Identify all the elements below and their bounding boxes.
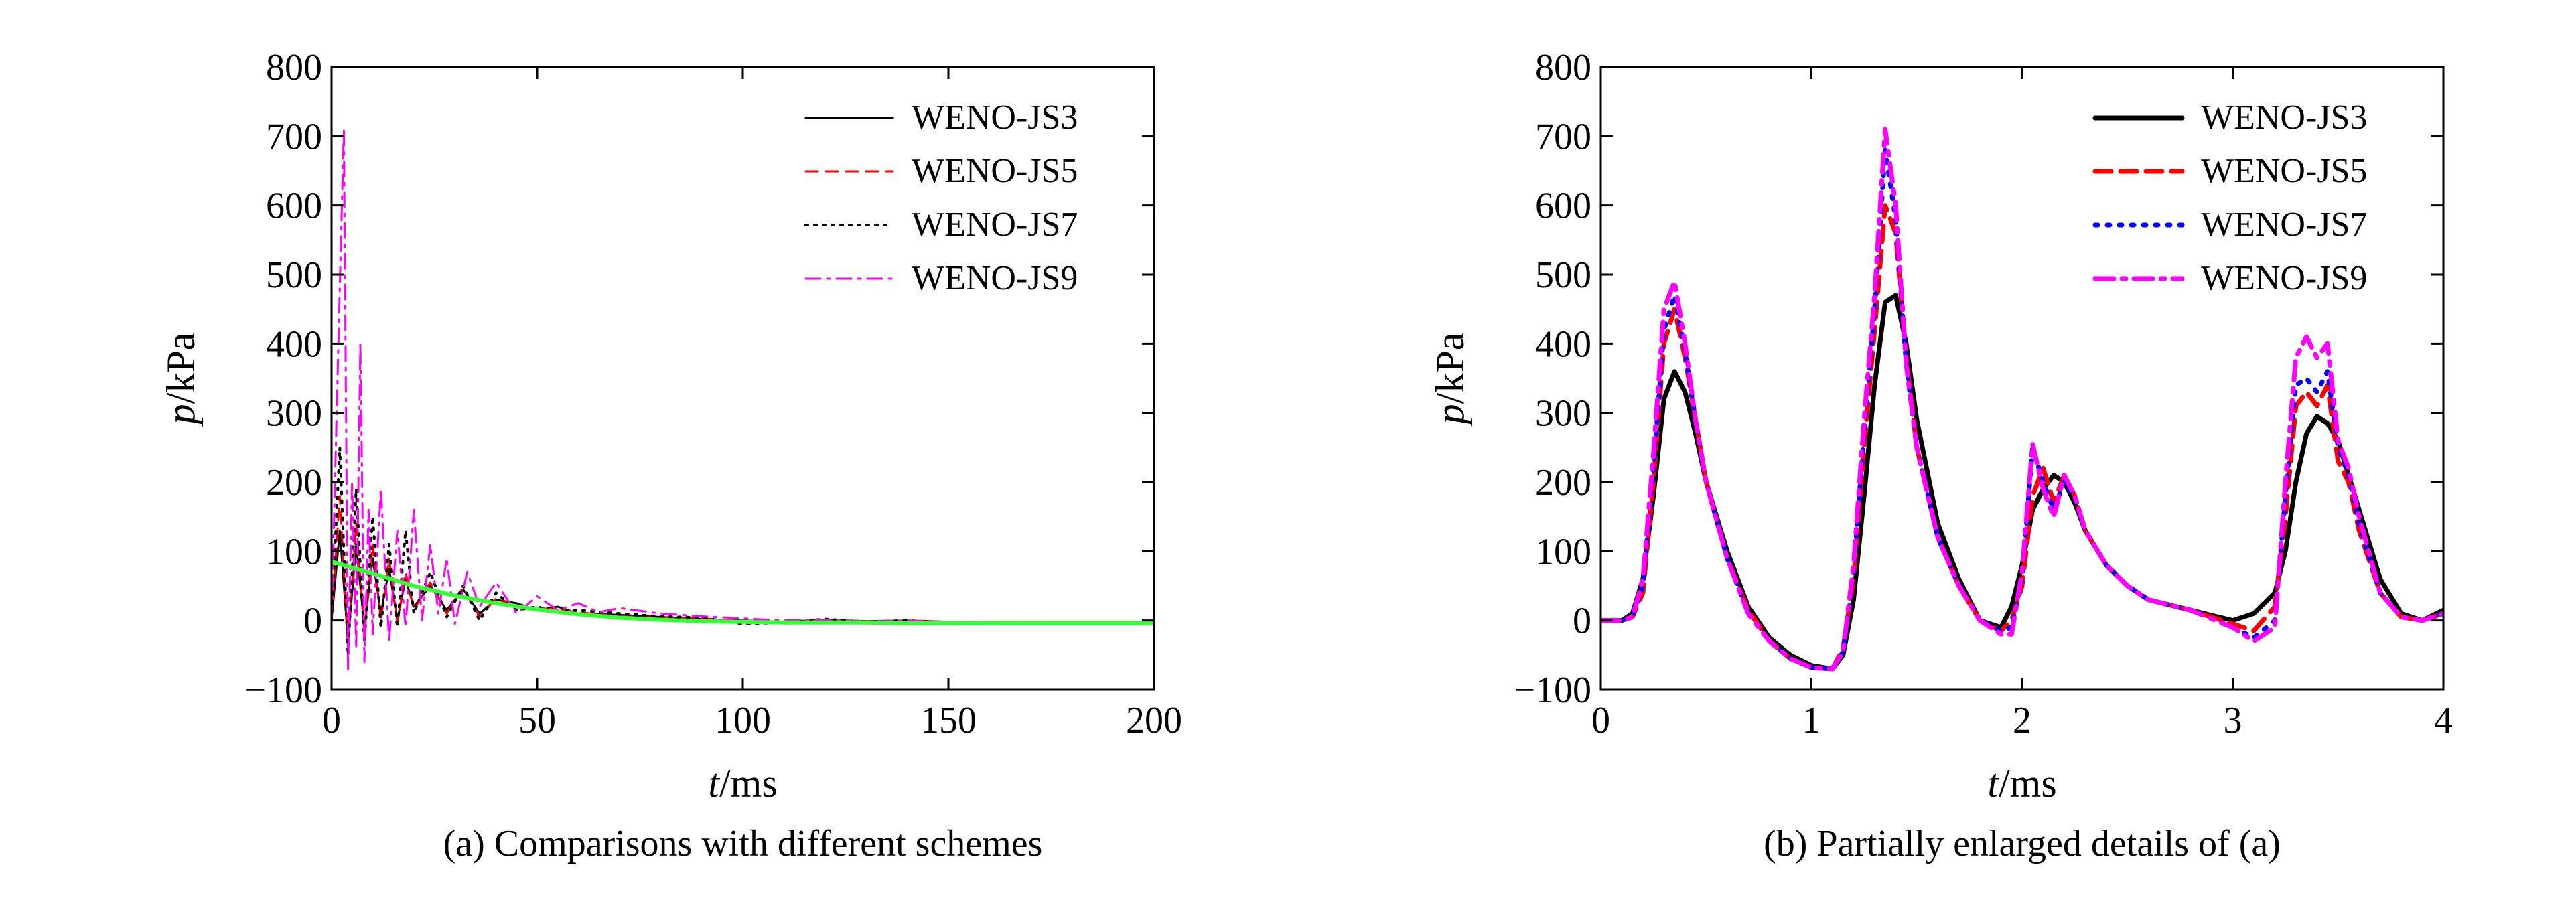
- y-tick-label: 200: [1535, 462, 1591, 504]
- x-tick-label: 200: [1126, 700, 1182, 741]
- x-tick-label: 1: [1802, 700, 1821, 741]
- legend-label: WENO-JS5: [2201, 152, 2367, 190]
- x-tick-label: 4: [2434, 700, 2453, 741]
- y-tick-label: 600: [266, 185, 322, 227]
- x-tick-label: 50: [518, 700, 556, 741]
- series-group: [1601, 127, 2443, 672]
- y-axis-title: p/kPa: [1428, 333, 1472, 427]
- chart-a: 0 50 100 150 200−100010020030040050060070080…: [159, 47, 1182, 864]
- x-tick-label: 150: [920, 700, 977, 741]
- y-tick-label: 400: [1535, 323, 1591, 365]
- y-tick-label: 200: [266, 462, 322, 504]
- series-line-weno-js7: [1601, 147, 2443, 672]
- x-tick-label: 3: [2224, 700, 2242, 741]
- x-tick-label: 2: [2013, 700, 2031, 741]
- chart-b: 0 1 2 3 4−1000100200300400500600700800t/msp/…: [1428, 47, 2453, 864]
- legend-label: WENO-JS7: [912, 206, 1078, 244]
- legend-label: WENO-JS3: [912, 98, 1078, 137]
- y-tick-label: 100: [266, 531, 322, 573]
- x-tick-label: 0: [1591, 700, 1610, 741]
- y-tick-label: 300: [266, 393, 322, 435]
- series-line-fit-curve: [332, 559, 1154, 625]
- series-line-weno-js9: [1601, 127, 2443, 672]
- legend-label: WENO-JS9: [912, 259, 1078, 297]
- legend-label: WENO-JS9: [2201, 259, 2367, 297]
- y-tick-label: 100: [1535, 531, 1591, 573]
- figure-caption: (b) Partially enlarged details of (a): [1764, 823, 2281, 864]
- y-tick-label: −100: [244, 670, 322, 711]
- legend-label: WENO-JS3: [2201, 98, 2367, 137]
- y-tick-label: 500: [266, 254, 322, 296]
- series-line-weno-js9: [332, 128, 1154, 670]
- figure-caption: (a) Comparisons with different schemes: [443, 823, 1043, 864]
- series-group: [332, 128, 1154, 670]
- y-tick-label: 800: [266, 47, 322, 88]
- x-tick-label: 0: [322, 700, 341, 741]
- legend-label: WENO-JS5: [912, 152, 1078, 190]
- x-axis-title: t/ms: [1987, 761, 2056, 806]
- y-tick-label: 700: [266, 116, 322, 157]
- y-tick-label: 0: [303, 601, 322, 642]
- series-line-weno-js5: [332, 495, 1154, 650]
- y-tick-label: −100: [1514, 670, 1591, 711]
- y-tick-label: 600: [1535, 185, 1591, 227]
- legend-label: WENO-JS7: [2201, 206, 2367, 244]
- x-axis-title: t/ms: [708, 761, 777, 806]
- series-line-weno-js3: [1601, 293, 2443, 672]
- y-tick-label: 500: [1535, 254, 1591, 296]
- y-axis-title: p/kPa: [159, 333, 203, 427]
- y-tick-label: 400: [266, 323, 322, 365]
- x-tick-label: 100: [715, 700, 771, 741]
- y-tick-label: 700: [1535, 116, 1591, 157]
- y-tick-label: 300: [1535, 393, 1591, 435]
- y-tick-label: 800: [1535, 47, 1591, 88]
- y-tick-label: 0: [1573, 601, 1591, 642]
